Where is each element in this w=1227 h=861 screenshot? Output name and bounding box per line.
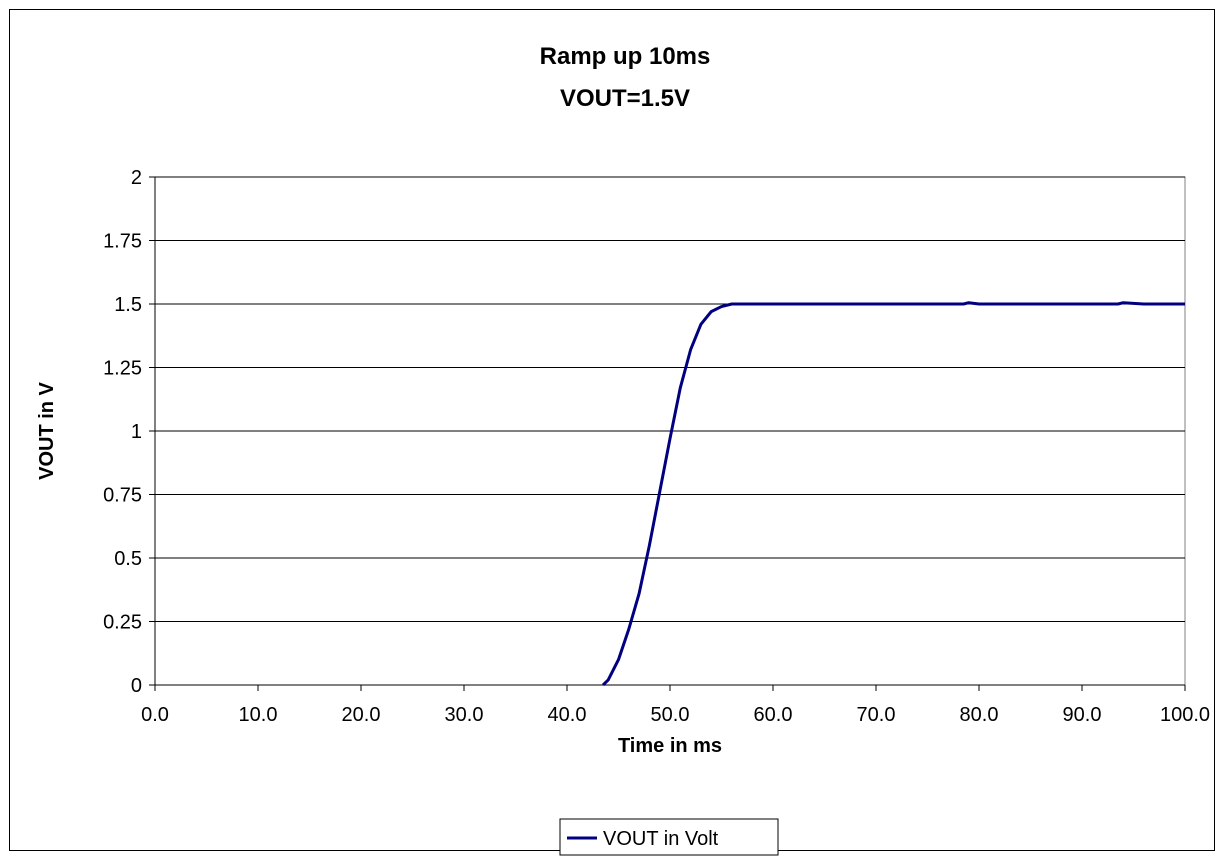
- y-tick-label: 2: [131, 167, 142, 189]
- legend-label: VOUT in Volt: [603, 828, 719, 850]
- x-tick-label: 90.0: [1063, 704, 1102, 726]
- x-tick-label: 70.0: [857, 704, 896, 726]
- x-tick-label: 100.0: [1160, 704, 1210, 726]
- y-tick-label: 0.75: [103, 485, 142, 507]
- x-tick-label: 30.0: [445, 704, 484, 726]
- x-tick-label: 80.0: [960, 704, 999, 726]
- chart-title-line-2: VOUT=1.5V: [560, 85, 690, 112]
- x-tick-label: 40.0: [548, 704, 587, 726]
- y-tick-label: 1.25: [103, 358, 142, 380]
- y-axis-ticks: 0 0.25 0.5 0.75 1 1.25 1.5 1.75 2: [103, 167, 155, 697]
- legend: VOUT in Volt: [559, 818, 779, 856]
- x-tick-label: 60.0: [754, 704, 793, 726]
- y-tick-label: 0.5: [114, 548, 142, 570]
- x-tick-label: 0.0: [141, 704, 169, 726]
- y-tick-label: 1: [131, 421, 142, 443]
- x-axis-title: Time in ms: [618, 735, 722, 757]
- y-tick-label: 1.5: [114, 294, 142, 316]
- x-tick-label: 10.0: [239, 704, 278, 726]
- y-tick-label: 1.75: [103, 231, 142, 253]
- x-tick-label: 50.0: [651, 704, 690, 726]
- x-axis-ticks: 0.0 10.0 20.0 30.0 40.0 50.0 60.0 70.0 80.0 90.0 1…: [141, 685, 1210, 726]
- y-tick-label: 0.25: [103, 612, 142, 634]
- gridlines: [155, 176, 1185, 622]
- series-line: [601, 301, 1185, 687]
- series-layer: [601, 301, 1185, 687]
- y-tick-label: 0: [131, 675, 142, 697]
- x-tick-label: 20.0: [342, 704, 381, 726]
- chart-title-line-1: Ramp up 10ms: [540, 43, 711, 70]
- y-axis-title: VOUT in V: [36, 381, 58, 479]
